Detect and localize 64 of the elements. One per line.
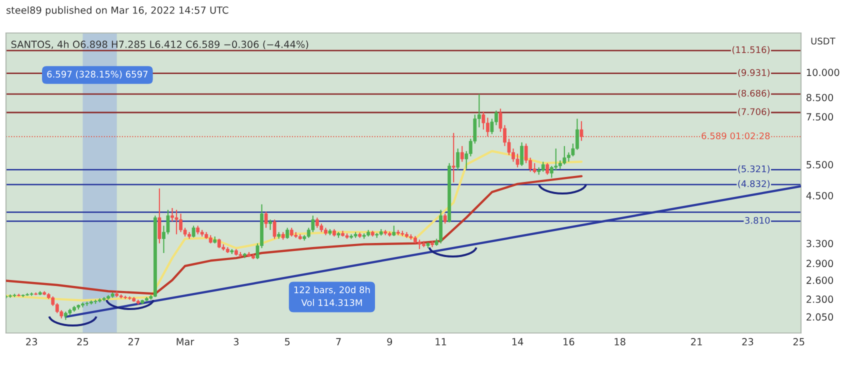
- y-tick-label: 2.050: [806, 313, 834, 321]
- candlestick: [264, 211, 268, 228]
- x-tick-label: 23: [742, 338, 754, 346]
- x-tick-label: 25: [793, 338, 804, 346]
- candlestick: [392, 225, 396, 237]
- ref-line-label: (9.931): [738, 69, 770, 78]
- candlestick: [217, 238, 221, 249]
- candlestick: [486, 117, 490, 137]
- chart-subtitle: steel89 published on Mar 16, 2022 14:57 UTC: [6, 6, 228, 16]
- line-series: [6, 175, 583, 295]
- y-tick-label: 2.300: [806, 296, 834, 303]
- x-tick-label: 11: [436, 338, 446, 346]
- annotation: 122 bars, 20d 8h Vol 114.313M: [294, 286, 370, 306]
- x-tick-label: 9: [387, 338, 392, 346]
- candlestick: [550, 165, 554, 178]
- candlestick: [272, 219, 276, 240]
- x-tick-label: Mar: [176, 338, 194, 346]
- ref-line-label: (11.516): [732, 46, 770, 54]
- candlestick: [418, 239, 422, 250]
- x-tick-label: 18: [614, 338, 626, 346]
- candlestick: [541, 161, 545, 172]
- y-tick-label: 10.000: [806, 68, 840, 76]
- candlestick: [192, 225, 196, 238]
- candlestick: [520, 142, 524, 167]
- x-tick-label: 5: [285, 338, 290, 346]
- text: SANTOS, 4h O6.898 H7.285 L6.412 C6.589 −0.306 (−4.44%): [11, 40, 308, 50]
- y-tick-label: 2.600: [806, 276, 834, 284]
- x-tick-label: 23: [26, 338, 37, 346]
- y-tick-label: 2.900: [806, 260, 834, 268]
- x-tick-label: 14: [512, 338, 524, 346]
- y-tick-label: 4.500: [806, 192, 834, 200]
- candlestick: [452, 132, 456, 183]
- ref-line-label: 6.589 01:02:28: [702, 132, 770, 140]
- x-tick-label: 3: [234, 338, 238, 346]
- y-tick-label: 8.500: [806, 94, 834, 102]
- y-axis-title: USDT: [811, 38, 836, 44]
- x-tick-label: 27: [128, 338, 140, 346]
- ref-line-label: (8.686): [738, 90, 770, 98]
- x-tick-label: 21: [691, 338, 702, 346]
- candlestick: [286, 227, 290, 240]
- x-tick-label: 7: [336, 338, 341, 346]
- ref-line-label: (4.832): [738, 180, 770, 188]
- candlestick: [580, 120, 584, 142]
- candlestick: [554, 148, 558, 171]
- ref-line-label: 3.810: [745, 216, 770, 224]
- ref-line-label: (7.706): [738, 108, 770, 116]
- candlestick: [311, 215, 315, 233]
- x-tick-label: 16: [564, 338, 574, 346]
- ref-line-label: (5.321): [738, 165, 770, 174]
- y-tick-label: 3.300: [806, 240, 834, 248]
- candlestick: [532, 162, 536, 174]
- y-tick-label: 5.500: [806, 161, 834, 168]
- candlestick: [268, 219, 272, 230]
- candlestick: [562, 146, 566, 166]
- candlestick: [460, 146, 464, 162]
- candlestick: [443, 213, 447, 224]
- candlestick: [158, 188, 162, 244]
- candlestick: [482, 111, 486, 130]
- candlestick: [174, 209, 178, 235]
- x-tick-label: 25: [77, 338, 88, 346]
- candlestick: [546, 162, 550, 176]
- y-tick-label: 7.500: [806, 113, 834, 121]
- annotation: 6.597 (328.15%) 6597: [47, 70, 148, 79]
- candlestick: [456, 148, 460, 171]
